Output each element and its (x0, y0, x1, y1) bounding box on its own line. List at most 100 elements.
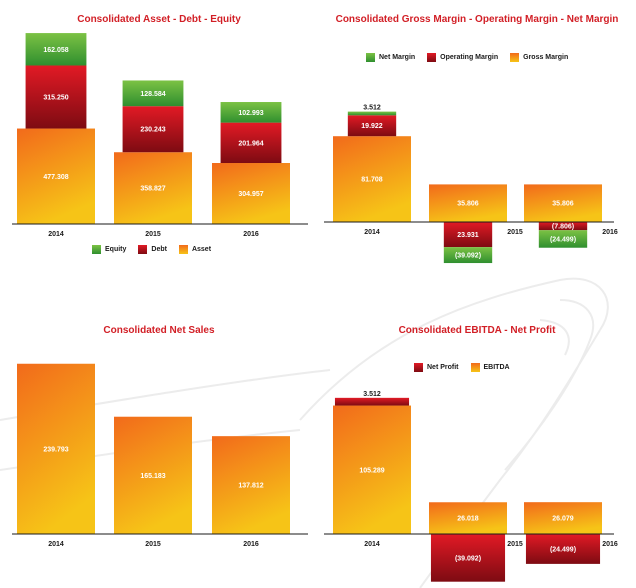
bar-ebitda (333, 405, 411, 534)
data-label: (7.806) (552, 224, 574, 231)
data-label: (39.092) (455, 253, 481, 260)
data-label: 35.806 (552, 201, 574, 208)
data-label: 26.018 (457, 516, 479, 523)
legend-label: Debt (151, 246, 167, 253)
bar-ebitda (429, 502, 507, 534)
legend-label: Equity (105, 246, 127, 253)
bar-gross-margin (524, 184, 602, 222)
panel-margins: Consolidated Gross Margin - Operating Ma… (318, 0, 636, 290)
legend-item: Asset (178, 245, 211, 254)
legend-item: Operating Margin (427, 53, 498, 62)
legend-label: Net Profit (427, 364, 459, 371)
bar-net-profit (525, 534, 601, 564)
x-tick-label: 2014 (48, 541, 64, 548)
data-label: 3.512 (363, 391, 381, 398)
bar-net-sales (17, 363, 95, 534)
bar-net-profit (334, 397, 410, 406)
legend: Net Profit EBITDA (414, 363, 510, 372)
bar-debt (25, 65, 87, 129)
legend-swatch (470, 363, 480, 372)
bar-ebitda (524, 502, 602, 534)
x-tick-label: 2016 (243, 231, 259, 238)
data-label: 105.289 (359, 467, 384, 474)
legend-swatch (427, 53, 437, 62)
bar-equity (220, 102, 282, 123)
data-label: 304.957 (238, 191, 263, 198)
legend-swatch (510, 53, 520, 62)
legend-item: Net Margin (366, 53, 415, 62)
data-label: (39.092) (455, 555, 481, 562)
data-label: 137.812 (238, 483, 263, 490)
x-tick-label: 2015 (145, 541, 161, 548)
legend-label: Operating Margin (440, 54, 499, 61)
legend-item: Gross Margin (510, 53, 568, 62)
x-tick-label: 2015 (507, 541, 523, 548)
data-label: 81.708 (361, 177, 383, 184)
bar-gross-margin (429, 184, 507, 222)
bar-debt (122, 106, 184, 153)
data-label: 26.079 (552, 516, 574, 523)
bar-asset (17, 128, 95, 224)
legend: Equity Debt Asset (92, 245, 211, 254)
bar-equity (122, 80, 184, 107)
x-tick-label: 2014 (364, 541, 380, 548)
legend-item: Debt (138, 245, 167, 254)
legend-label: Net Margin (379, 54, 416, 61)
x-tick-label: 2014 (364, 229, 380, 236)
data-label: 165.183 (140, 473, 165, 480)
panel-ebitda-net-profit: Consolidated EBITDA - Net Profit Net Pro… (318, 290, 636, 588)
data-label: (24.499) (550, 236, 576, 243)
data-label: 128.584 (140, 91, 165, 98)
data-label: 19.922 (361, 123, 383, 130)
data-label: 35.806 (457, 201, 479, 208)
data-label: 102.993 (238, 110, 263, 117)
bar-operating-margin (443, 222, 493, 248)
legend: Net Margin Operating Margin Gross Margin (366, 53, 568, 62)
panel-asset-debt-equity: Consolidated Asset - Debt - Equity 477.3… (0, 0, 318, 290)
x-tick-label: 2015 (507, 229, 523, 236)
chart-asset-debt-equity: 477.308 315.250 162.058 2014 358.827 230.243 1… (12, 33, 308, 238)
data-label: 162.058 (43, 47, 68, 54)
bar-debt (220, 122, 282, 164)
chart-ebitda-net-profit: 105.289 3.512 2014 26.018 (39.092) 2015 26.079… (324, 391, 618, 582)
data-label: 477.308 (43, 174, 68, 181)
bar-operating-margin (347, 115, 397, 137)
bar-net-margin (538, 230, 588, 248)
legend-swatch (366, 53, 375, 62)
legend-item: Equity (92, 245, 126, 254)
data-label: 201.964 (238, 140, 263, 147)
bar-operating-margin (538, 222, 588, 231)
chart-title: Consolidated EBITDA - Net Profit (398, 325, 556, 336)
x-tick-label: 2016 (602, 229, 618, 236)
bar-net-profit (430, 534, 506, 582)
legend-swatch (178, 245, 188, 254)
chart-margins: 81.708 19.922 3.512 2014 35.806 23.931 (39.092… (324, 105, 618, 264)
x-tick-label: 2016 (602, 541, 618, 548)
chart-net-sales: 239.793 2014 165.183 2015 137.812 2016 (12, 363, 308, 548)
data-label: 230.243 (140, 127, 165, 134)
bar-asset (114, 152, 192, 224)
legend-item: EBITDA (470, 363, 510, 372)
chart-title: Consolidated Net Sales (103, 325, 215, 336)
legend-item: Net Profit (414, 363, 459, 372)
legend-swatch (92, 245, 101, 254)
bar-gross-margin (333, 136, 411, 222)
chart-title: Consolidated Gross Margin - Operating Ma… (335, 14, 619, 25)
data-label: 239.793 (43, 446, 68, 453)
bar-net-margin (443, 247, 493, 264)
legend-label: EBITDA (483, 364, 510, 371)
bar-net-sales (114, 416, 192, 534)
x-tick-label: 2014 (48, 231, 64, 238)
data-label: 315.250 (43, 95, 68, 102)
x-tick-label: 2016 (243, 541, 259, 548)
x-tick-label: 2015 (145, 231, 161, 238)
chart-title: Consolidated Asset - Debt - Equity (77, 14, 241, 25)
legend-swatch (414, 363, 423, 372)
bar-net-sales (212, 436, 290, 534)
data-label: 358.827 (140, 186, 165, 193)
data-label: 3.512 (363, 105, 381, 112)
panel-net-sales: Consolidated Net Sales 239.793 2014 165.18… (0, 290, 318, 588)
data-label: 23.931 (457, 232, 479, 239)
bar-net-margin (347, 111, 397, 116)
bar-equity (25, 33, 87, 66)
